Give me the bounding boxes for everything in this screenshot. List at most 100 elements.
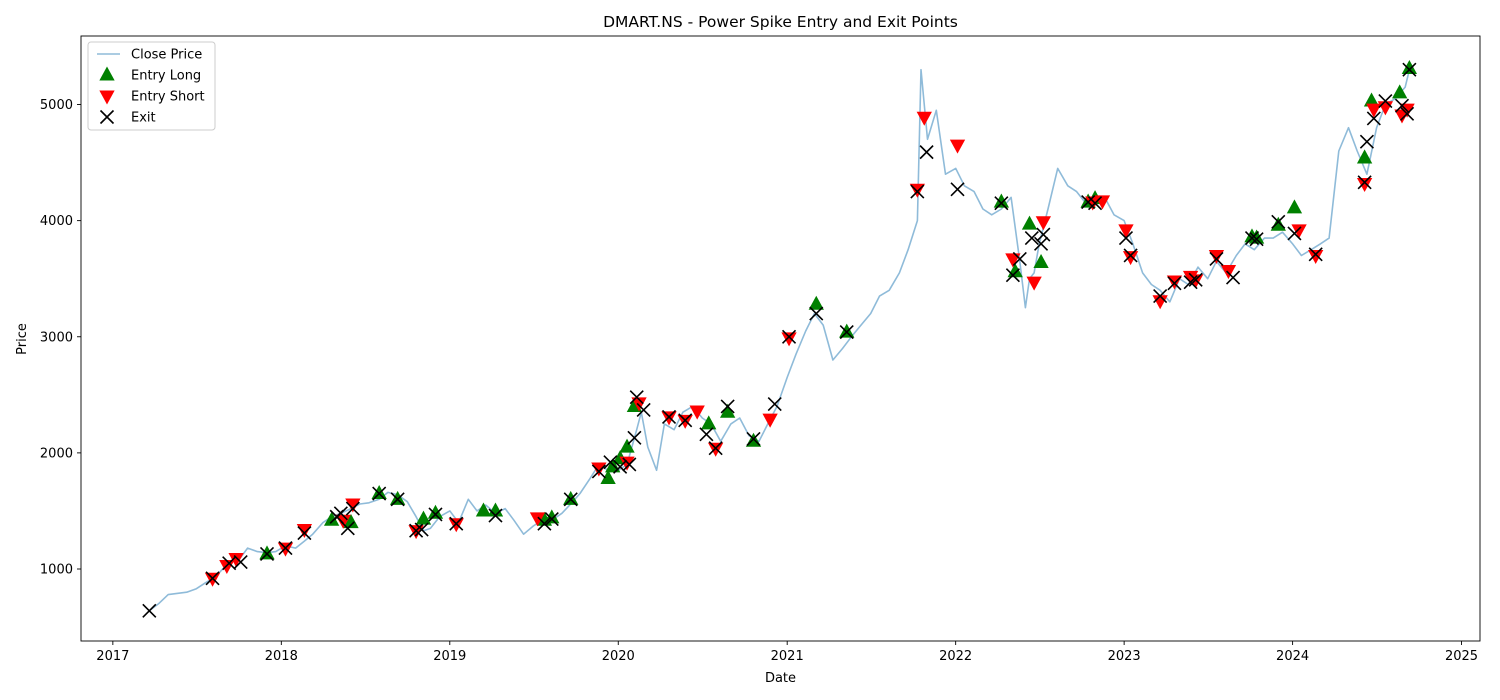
y-axis-title: Price bbox=[15, 323, 30, 355]
entry-long-marker bbox=[371, 485, 387, 500]
entry-short-marker bbox=[949, 139, 966, 154]
entry-long-marker bbox=[323, 511, 340, 526]
exit-marker bbox=[622, 457, 637, 472]
x-tick-label: 2023 bbox=[1108, 649, 1141, 664]
exit-marker bbox=[613, 459, 628, 474]
entry-short-marker bbox=[916, 111, 932, 126]
y-tick-label: 1000 bbox=[40, 563, 73, 578]
entry-short-marker bbox=[661, 411, 677, 426]
entry-short-marker bbox=[1035, 216, 1052, 231]
entry-short-marker bbox=[689, 405, 705, 420]
exit-marker bbox=[1400, 106, 1415, 121]
exit-marker bbox=[1033, 236, 1049, 251]
y-tick-label: 4000 bbox=[40, 214, 73, 229]
exit-marker bbox=[1209, 251, 1224, 267]
legend-label: Entry Long bbox=[131, 69, 201, 84]
exit-marker bbox=[627, 430, 642, 445]
entry-short-marker bbox=[345, 498, 361, 513]
entry-long-marker bbox=[1033, 253, 1049, 268]
exit-marker bbox=[767, 397, 782, 412]
exit-marker bbox=[720, 399, 735, 414]
x-tick-label: 2017 bbox=[96, 649, 129, 664]
exit-marker bbox=[781, 329, 797, 344]
exit-marker bbox=[1118, 230, 1134, 246]
exit-marker bbox=[708, 441, 723, 456]
x-tick-label: 2024 bbox=[1276, 649, 1309, 664]
legend-label: Entry Short bbox=[131, 90, 205, 105]
exit-marker bbox=[414, 522, 429, 537]
exit-marker bbox=[1402, 62, 1417, 77]
exit-marker bbox=[259, 546, 275, 561]
legend: Close Price Entry Long Entry Short Exit bbox=[87, 41, 216, 131]
markers-layer bbox=[142, 60, 1418, 618]
exit-marker bbox=[222, 556, 237, 571]
legend-box bbox=[87, 41, 216, 131]
exit-marker bbox=[1359, 134, 1374, 149]
entry-short-marker bbox=[1152, 295, 1168, 310]
exit-marker bbox=[910, 184, 925, 199]
x-tick-label: 2019 bbox=[433, 649, 466, 664]
x-tick-label: 2022 bbox=[939, 649, 972, 664]
entry-short-marker bbox=[591, 462, 607, 477]
entry-long-marker bbox=[343, 514, 359, 529]
y-tick-label: 5000 bbox=[40, 98, 73, 113]
exit-marker bbox=[1167, 276, 1182, 291]
exit-marker bbox=[205, 571, 220, 586]
exit-marker bbox=[1244, 230, 1260, 246]
entry-short-marker bbox=[335, 514, 351, 529]
exit-marker bbox=[1024, 230, 1039, 246]
entry-long-marker bbox=[1270, 216, 1286, 231]
entry-long-marker bbox=[701, 415, 717, 430]
exit-marker bbox=[1087, 196, 1103, 211]
exit-marker bbox=[1366, 111, 1381, 126]
entry-long-marker bbox=[808, 295, 824, 310]
entry-long-marker bbox=[993, 193, 1010, 208]
exit-marker bbox=[629, 390, 644, 405]
entry-short-marker bbox=[708, 442, 724, 457]
exit-marker bbox=[1225, 270, 1241, 285]
entry-short-marker bbox=[1085, 196, 1101, 211]
exit-marker bbox=[488, 508, 503, 523]
entry-short-marker bbox=[529, 512, 546, 527]
legend-long-swatch bbox=[99, 66, 115, 81]
x-axis: 2017 2018 2019 2020 2021 2022 2023 2024 2025 bbox=[96, 641, 1478, 664]
entry-long-marker bbox=[563, 490, 579, 505]
entry-short-marker bbox=[204, 572, 221, 587]
exit-marker bbox=[372, 486, 387, 501]
entry-short-marker bbox=[762, 413, 778, 428]
entry-short-marker bbox=[219, 559, 235, 575]
entry-long-marker bbox=[1392, 84, 1408, 99]
exit-marker bbox=[1357, 175, 1372, 190]
exit-marker bbox=[345, 501, 360, 516]
entry-long-marker bbox=[1286, 199, 1303, 214]
exit-marker bbox=[1378, 93, 1393, 109]
exit-marker bbox=[428, 507, 443, 522]
entry-long-marker bbox=[487, 502, 504, 517]
entry-long-marker bbox=[619, 438, 635, 453]
exit-marker bbox=[297, 525, 312, 541]
entry-long-marker bbox=[389, 490, 406, 505]
y-axis: 1000 2000 3000 4000 5000 bbox=[40, 98, 81, 578]
exit-marker bbox=[1308, 247, 1323, 262]
exit-marker bbox=[950, 182, 965, 197]
exit-marker bbox=[636, 402, 651, 417]
exit-marker bbox=[839, 325, 854, 340]
entry-long-marker bbox=[1401, 60, 1418, 75]
exit-marker bbox=[1005, 268, 1020, 283]
entry-short-marker bbox=[228, 553, 244, 568]
exit-marker bbox=[1249, 232, 1264, 247]
exit-marker bbox=[333, 506, 348, 521]
entry-short-marker bbox=[619, 456, 635, 471]
entry-short-marker bbox=[1188, 274, 1204, 289]
exit-marker bbox=[699, 427, 714, 442]
entry-short-marker bbox=[277, 542, 294, 557]
exit-marker bbox=[591, 464, 606, 479]
entry-short-marker bbox=[781, 332, 797, 347]
entry-long-marker bbox=[1356, 149, 1373, 164]
exit-marker bbox=[340, 521, 355, 536]
plot-frame bbox=[80, 35, 1481, 642]
exit-marker bbox=[603, 455, 618, 470]
y-tick-label: 2000 bbox=[40, 446, 73, 461]
entry-long-marker bbox=[720, 403, 736, 418]
